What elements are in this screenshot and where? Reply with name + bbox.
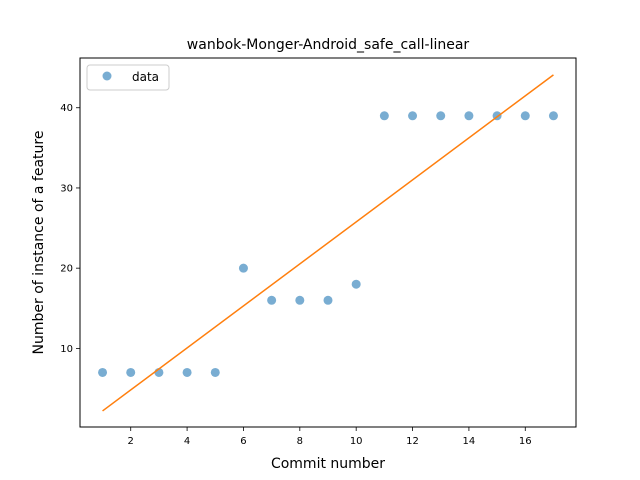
y-axis-label: Number of instance of a feature bbox=[31, 131, 47, 355]
x-axis: 2 4 6 8 10 12 14 16 bbox=[128, 427, 532, 447]
x-tick-label: 14 bbox=[463, 436, 476, 447]
data-point bbox=[210, 367, 220, 377]
data-point bbox=[436, 111, 446, 121]
x-tick-label: 12 bbox=[406, 436, 419, 447]
data-point bbox=[267, 295, 277, 305]
x-tick-label: 8 bbox=[297, 436, 303, 447]
chart-title: wanbok-Monger-Android_safe_call-linear bbox=[187, 37, 470, 53]
x-tick-label: 2 bbox=[128, 436, 134, 447]
y-axis: 10 20 30 40 bbox=[60, 103, 80, 355]
x-axis-label: Commit number bbox=[271, 456, 385, 472]
y-tick-label: 30 bbox=[60, 183, 73, 194]
data-point bbox=[408, 111, 418, 121]
x-tick-label: 10 bbox=[350, 436, 363, 447]
data-point bbox=[182, 367, 192, 377]
data-point bbox=[98, 367, 108, 377]
y-tick-label: 40 bbox=[60, 103, 73, 114]
data-point bbox=[323, 295, 333, 305]
x-tick-label: 16 bbox=[519, 436, 532, 447]
legend-marker-data bbox=[102, 71, 112, 81]
axes-frame bbox=[79, 57, 577, 428]
data-point bbox=[351, 279, 361, 289]
x-tick-label: 4 bbox=[184, 436, 190, 447]
y-tick-label: 20 bbox=[60, 264, 73, 275]
fit-line bbox=[102, 74, 554, 412]
data-point bbox=[238, 263, 248, 273]
data-point bbox=[520, 111, 530, 121]
legend-frame bbox=[86, 64, 170, 91]
data-point bbox=[464, 111, 474, 121]
plot-area bbox=[98, 74, 558, 412]
data-point bbox=[379, 111, 389, 121]
y-tick-label: 10 bbox=[60, 344, 73, 355]
x-tick-label: 6 bbox=[240, 436, 246, 447]
legend-label-data: data bbox=[132, 70, 159, 84]
data-point bbox=[548, 111, 558, 121]
data-point bbox=[295, 295, 305, 305]
legend: data bbox=[86, 64, 170, 91]
data-point bbox=[126, 367, 136, 377]
